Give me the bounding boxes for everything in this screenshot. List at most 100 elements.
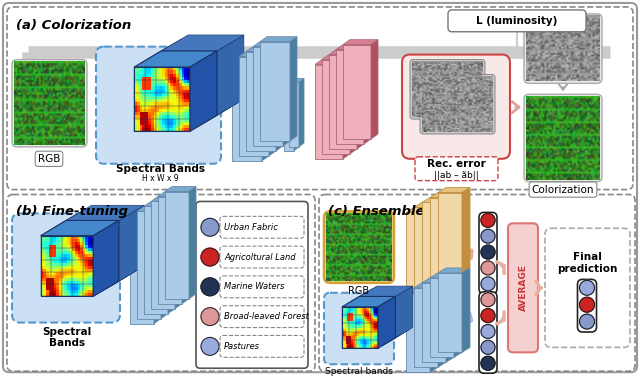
Polygon shape: [364, 332, 365, 334]
Polygon shape: [371, 321, 372, 323]
Polygon shape: [151, 128, 154, 132]
Polygon shape: [346, 344, 348, 346]
Polygon shape: [371, 330, 372, 332]
Polygon shape: [430, 192, 462, 197]
Polygon shape: [70, 248, 72, 251]
FancyBboxPatch shape: [324, 211, 394, 283]
Polygon shape: [342, 327, 344, 330]
Polygon shape: [156, 87, 159, 90]
Polygon shape: [358, 342, 360, 344]
Polygon shape: [46, 281, 49, 284]
Polygon shape: [374, 311, 376, 313]
Polygon shape: [187, 112, 190, 115]
Polygon shape: [356, 342, 358, 344]
Polygon shape: [176, 122, 179, 125]
Polygon shape: [77, 235, 80, 239]
Polygon shape: [154, 122, 156, 125]
Polygon shape: [67, 257, 70, 260]
Polygon shape: [49, 251, 51, 254]
Polygon shape: [44, 254, 46, 257]
Polygon shape: [151, 70, 154, 74]
Polygon shape: [93, 220, 119, 296]
Polygon shape: [414, 208, 438, 287]
Polygon shape: [65, 275, 67, 278]
Polygon shape: [80, 239, 83, 242]
Polygon shape: [371, 342, 372, 344]
Polygon shape: [173, 80, 176, 83]
Polygon shape: [140, 99, 143, 102]
Polygon shape: [145, 115, 148, 119]
Polygon shape: [148, 119, 151, 122]
Polygon shape: [365, 313, 367, 315]
Polygon shape: [346, 330, 348, 332]
Polygon shape: [159, 128, 162, 132]
Polygon shape: [59, 245, 61, 248]
Polygon shape: [44, 287, 46, 290]
Polygon shape: [51, 239, 54, 242]
Polygon shape: [156, 80, 159, 83]
Polygon shape: [46, 275, 49, 278]
Polygon shape: [59, 284, 61, 287]
Polygon shape: [184, 87, 187, 90]
Polygon shape: [154, 70, 156, 74]
Text: Colorization: Colorization: [532, 184, 595, 195]
Polygon shape: [134, 102, 137, 106]
Polygon shape: [364, 307, 365, 309]
Polygon shape: [83, 263, 86, 266]
Polygon shape: [232, 57, 269, 62]
Polygon shape: [182, 77, 184, 80]
Polygon shape: [396, 286, 413, 338]
Polygon shape: [143, 70, 145, 74]
Polygon shape: [154, 115, 156, 119]
Text: Broad-leaved Forest: Broad-leaved Forest: [224, 312, 309, 321]
Polygon shape: [65, 293, 67, 296]
Polygon shape: [365, 319, 367, 321]
Polygon shape: [148, 77, 151, 80]
Polygon shape: [351, 336, 353, 338]
Polygon shape: [83, 281, 86, 284]
Polygon shape: [143, 106, 145, 109]
Polygon shape: [351, 344, 353, 346]
Polygon shape: [80, 293, 83, 296]
Polygon shape: [355, 336, 356, 338]
Polygon shape: [176, 83, 179, 87]
Polygon shape: [44, 235, 46, 239]
Polygon shape: [151, 102, 154, 106]
Circle shape: [481, 277, 495, 291]
Polygon shape: [56, 254, 59, 257]
Polygon shape: [151, 90, 154, 93]
Polygon shape: [369, 309, 371, 311]
Polygon shape: [86, 257, 88, 260]
Polygon shape: [355, 346, 356, 348]
Polygon shape: [54, 287, 56, 290]
Polygon shape: [88, 257, 91, 260]
Polygon shape: [353, 332, 355, 334]
Text: Spectral Bands: Spectral Bands: [115, 164, 205, 174]
Polygon shape: [148, 87, 151, 90]
Polygon shape: [67, 242, 70, 245]
Polygon shape: [374, 323, 376, 325]
Polygon shape: [362, 317, 364, 319]
Polygon shape: [65, 242, 67, 245]
Polygon shape: [145, 87, 148, 90]
Polygon shape: [367, 336, 369, 338]
Polygon shape: [145, 96, 148, 99]
Polygon shape: [91, 248, 93, 251]
Polygon shape: [372, 346, 374, 348]
Polygon shape: [184, 115, 187, 119]
Polygon shape: [369, 311, 371, 313]
Polygon shape: [151, 74, 154, 77]
Polygon shape: [365, 346, 367, 348]
Polygon shape: [446, 197, 454, 282]
Polygon shape: [65, 269, 67, 272]
Polygon shape: [187, 77, 190, 80]
Polygon shape: [65, 278, 67, 281]
Polygon shape: [134, 93, 137, 96]
Polygon shape: [70, 239, 72, 242]
Polygon shape: [364, 336, 365, 338]
Polygon shape: [362, 313, 364, 315]
Polygon shape: [75, 269, 77, 272]
Text: L (luminosity): L (luminosity): [476, 16, 557, 26]
Polygon shape: [187, 119, 190, 122]
Text: Spectral
Bands: Spectral Bands: [42, 327, 92, 348]
